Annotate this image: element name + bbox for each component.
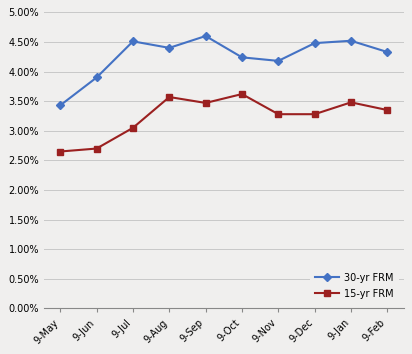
15-yr FRM [131,126,136,130]
15-yr FRM [276,112,281,116]
15-yr FRM [94,147,99,151]
30-yr FRM [58,103,63,107]
30-yr FRM [94,75,99,80]
30-yr FRM [239,55,244,59]
15-yr FRM [349,100,353,104]
30-yr FRM [203,34,208,38]
30-yr FRM [167,46,172,50]
30-yr FRM [312,41,317,45]
30-yr FRM [276,59,281,63]
15-yr FRM [167,95,172,99]
15-yr FRM [203,101,208,105]
Legend: 30-yr FRM, 15-yr FRM: 30-yr FRM, 15-yr FRM [310,268,399,304]
30-yr FRM [349,39,353,43]
30-yr FRM [131,39,136,44]
15-yr FRM [385,108,390,112]
30-yr FRM [385,50,390,54]
15-yr FRM [312,112,317,116]
15-yr FRM [239,92,244,96]
Line: 15-yr FRM: 15-yr FRM [58,91,390,154]
Line: 30-yr FRM: 30-yr FRM [58,33,390,108]
15-yr FRM [58,149,63,154]
